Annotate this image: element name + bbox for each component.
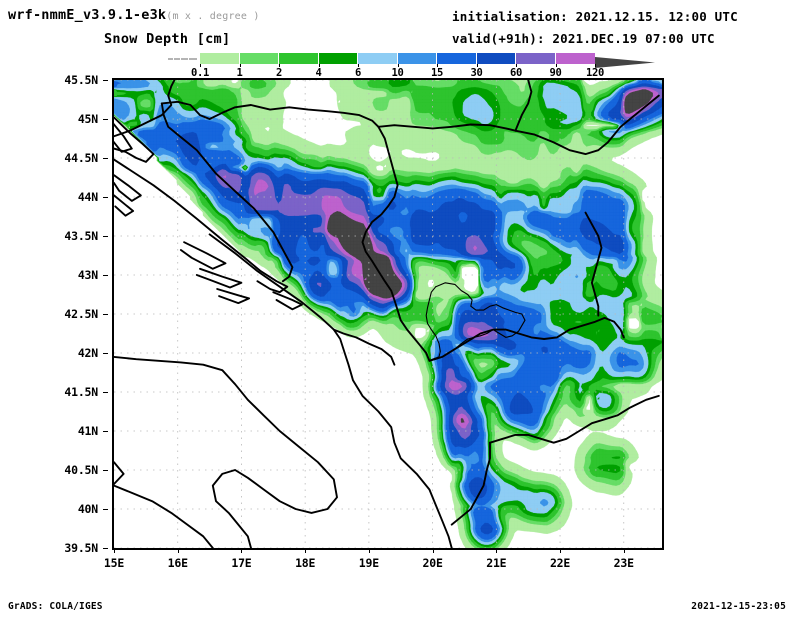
latitude-tick-mark	[103, 236, 108, 237]
latitude-tick-label: 41.5N	[64, 385, 98, 399]
latitude-tick-label: 41N	[78, 424, 98, 438]
colorbar-band	[319, 53, 359, 64]
colorbar-bands	[200, 53, 595, 64]
model-title-text: wrf-nmmE_v3.9.1-e3k	[8, 7, 166, 23]
initialisation-time: initialisation: 2021.12.15. 12:00 UTC	[452, 9, 738, 24]
latitude-tick-label: 44.5N	[64, 151, 98, 165]
colorbar-dash	[168, 58, 173, 60]
model-title: wrf-nmmE_v3.9.1-e3k(m x . degree )	[8, 7, 260, 23]
latitude-tick-label: 43N	[78, 268, 98, 282]
colorbar-band	[358, 53, 398, 64]
colorbar-overflow-arrow	[595, 53, 655, 64]
snow-depth-contour-map	[114, 80, 662, 548]
model-title-suffix: (m x . degree )	[166, 11, 259, 22]
colorbar-dash	[174, 58, 180, 60]
latitude-tick-mark	[103, 314, 108, 315]
longitude-tick-label: 15E	[104, 556, 124, 570]
colorbar-band	[240, 53, 280, 64]
grads-credit: GrADS: COLA/IGES	[8, 601, 103, 612]
latitude-tick-mark	[103, 470, 108, 471]
latitude-tick-label: 43.5N	[64, 229, 98, 243]
latitude-tick-mark	[103, 548, 108, 549]
render-timestamp: 2021-12-15-23:05	[691, 601, 786, 612]
latitude-tick-mark	[103, 275, 108, 276]
latitude-tick-mark	[103, 392, 108, 393]
latitude-tick-label: 45.5N	[64, 73, 98, 87]
longitude-axis: 15E 16E 17E 18E 19E 20E 21E 22E 23E	[112, 553, 664, 571]
longitude-tick-label: 18E	[295, 556, 315, 570]
longitude-tick-label: 23E	[614, 556, 634, 570]
latitude-axis: 39.5N 40N 40.5N 41N 41.5N 42N 42.5N 43N 43.5N 44N…	[40, 78, 108, 550]
variable-title: Snow Depth [cm]	[104, 31, 230, 47]
latitude-tick-label: 39.5N	[64, 541, 98, 555]
colorbar-band	[516, 53, 556, 64]
colorbar-below-threshold-dashes	[166, 54, 198, 65]
map-plot-area	[112, 78, 664, 550]
colorbar-dash	[189, 58, 197, 60]
colorbar-band	[477, 53, 517, 64]
colorbar-dash	[181, 58, 188, 60]
latitude-tick-mark	[103, 158, 108, 159]
valid-time: valid(+91h): 2021.DEC.19 07:00 UTC	[452, 31, 715, 46]
colorbar: 0.1 1 2 4 6 10 15 30 60 90 120	[166, 53, 636, 79]
latitude-tick-mark	[103, 431, 108, 432]
colorbar-band	[279, 53, 319, 64]
colorbar-band	[556, 53, 596, 64]
latitude-tick-mark	[103, 353, 108, 354]
latitude-tick-label: 40.5N	[64, 463, 98, 477]
latitude-tick-mark	[103, 509, 108, 510]
latitude-tick-label: 40N	[78, 502, 98, 516]
latitude-tick-label: 42.5N	[64, 307, 98, 321]
latitude-tick-mark	[103, 197, 108, 198]
colorbar-band	[200, 53, 240, 64]
latitude-tick-mark	[103, 119, 108, 120]
colorbar-band	[398, 53, 438, 64]
colorbar-band	[437, 53, 477, 64]
colorbar-ticks: 0.1 1 2 4 6 10 15 30 60 90 120	[200, 64, 595, 79]
longitude-tick-label: 17E	[231, 556, 251, 570]
latitude-tick-label: 42N	[78, 346, 98, 360]
latitude-tick-label: 45N	[78, 112, 98, 126]
latitude-tick-label: 44N	[78, 190, 98, 204]
longitude-tick-label: 19E	[359, 556, 379, 570]
longitude-tick-label: 21E	[486, 556, 506, 570]
longitude-tick-label: 22E	[550, 556, 570, 570]
longitude-tick-label: 16E	[168, 556, 188, 570]
latitude-tick-mark	[103, 80, 108, 81]
longitude-tick-label: 20E	[423, 556, 443, 570]
